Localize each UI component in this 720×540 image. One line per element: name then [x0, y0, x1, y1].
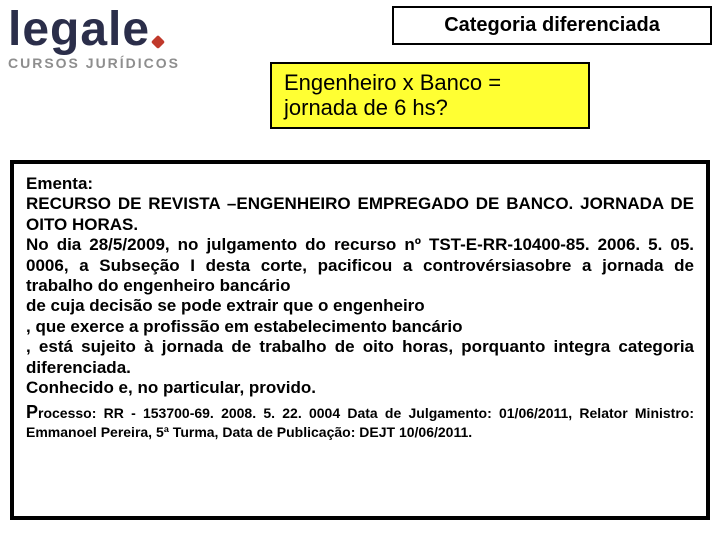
- category-banner: Categoria diferenciada: [392, 6, 712, 45]
- logo-text: legale: [8, 3, 150, 56]
- logo-main: legale: [8, 6, 180, 54]
- logo-subtitle: CURSOS JURÍDICOS: [8, 56, 180, 70]
- logo-dot-icon: [151, 35, 165, 49]
- ementa-title: Ementa:: [26, 174, 694, 194]
- ementa-box: Ementa: RECURSO DE REVISTA –ENGENHEIRO E…: [10, 160, 710, 520]
- question-box: Engenheiro x Banco = jornada de 6 hs?: [270, 62, 590, 129]
- process-p-cap: P: [26, 402, 38, 422]
- ementa-text: RECURSO DE REVISTA –ENGENHEIRO EMPREGADO…: [26, 194, 694, 398]
- ementa-process: Processo: RR - 153700-69. 2008. 5. 22. 0…: [26, 402, 694, 440]
- ementa-body: Ementa: RECURSO DE REVISTA –ENGENHEIRO E…: [26, 174, 694, 441]
- header: legale CURSOS JURÍDICOS Categoria difere…: [0, 0, 720, 70]
- process-text: rocesso: RR - 153700-69. 2008. 5. 22. 00…: [26, 405, 694, 440]
- logo: legale CURSOS JURÍDICOS: [8, 6, 180, 70]
